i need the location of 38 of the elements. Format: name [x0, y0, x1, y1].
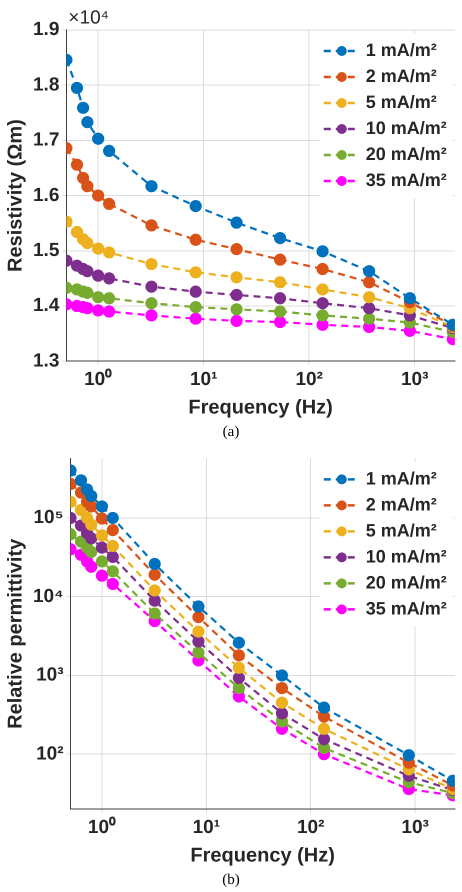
y-tick-label: 1.5	[32, 240, 60, 262]
y-tick-label: 10³	[36, 664, 64, 686]
legend-label: 35 mA/m²	[366, 598, 447, 618]
legend-label: 10 mA/m²	[366, 118, 447, 138]
text: ×10⁴	[68, 8, 109, 29]
y-tick-label: 1.7	[32, 130, 60, 151]
y-tick-label: 10²	[36, 743, 64, 764]
x-tick-label: 10²	[295, 368, 323, 390]
x-tick-label: 10³	[401, 816, 429, 838]
x-tick-label: 10⁰	[88, 816, 116, 838]
y-axis-title: Relative permittivity	[4, 538, 27, 729]
text: (b)	[221, 871, 241, 890]
x-tick-label: 10²	[296, 816, 324, 838]
y-axis-title: Resistivity (Ωm)	[4, 119, 27, 272]
x-axis-title: Frequency (Hz)	[190, 844, 335, 867]
x-tick-label: 10¹	[192, 816, 220, 838]
legend-label: 20 mA/m²	[366, 144, 447, 164]
y-tick-label: 1.4	[32, 295, 60, 316]
x-tick-label: 10¹	[190, 368, 218, 390]
legend-label: 1 mA/m²	[366, 468, 437, 488]
y-tick-label: 1.9	[32, 19, 60, 40]
legend-label: 2 mA/m²	[366, 66, 437, 86]
text: (a)	[222, 423, 240, 442]
legend-label: 10 mA/m²	[366, 546, 447, 566]
x-tick-label: 10³	[400, 368, 428, 390]
x-tick-label: 10⁰	[84, 368, 112, 390]
x-axis-title: Frequency (Hz)	[188, 396, 333, 419]
legend-label: 35 mA/m²	[366, 170, 447, 190]
y-tick-label: 1.3	[32, 350, 60, 372]
y-tick-label: 10⁴	[32, 586, 64, 607]
y-tick-label: 1.6	[32, 184, 60, 206]
legend-label: 20 mA/m²	[366, 572, 447, 592]
y-tick-label: 10⁵	[33, 507, 64, 528]
legend-label: 2 mA/m²	[366, 494, 437, 514]
legend-label: 5 mA/m²	[366, 520, 437, 540]
legend-label: 5 mA/m²	[366, 92, 437, 112]
y-tick-label: 1.8	[32, 74, 60, 96]
legend-label: 1 mA/m²	[366, 40, 437, 60]
